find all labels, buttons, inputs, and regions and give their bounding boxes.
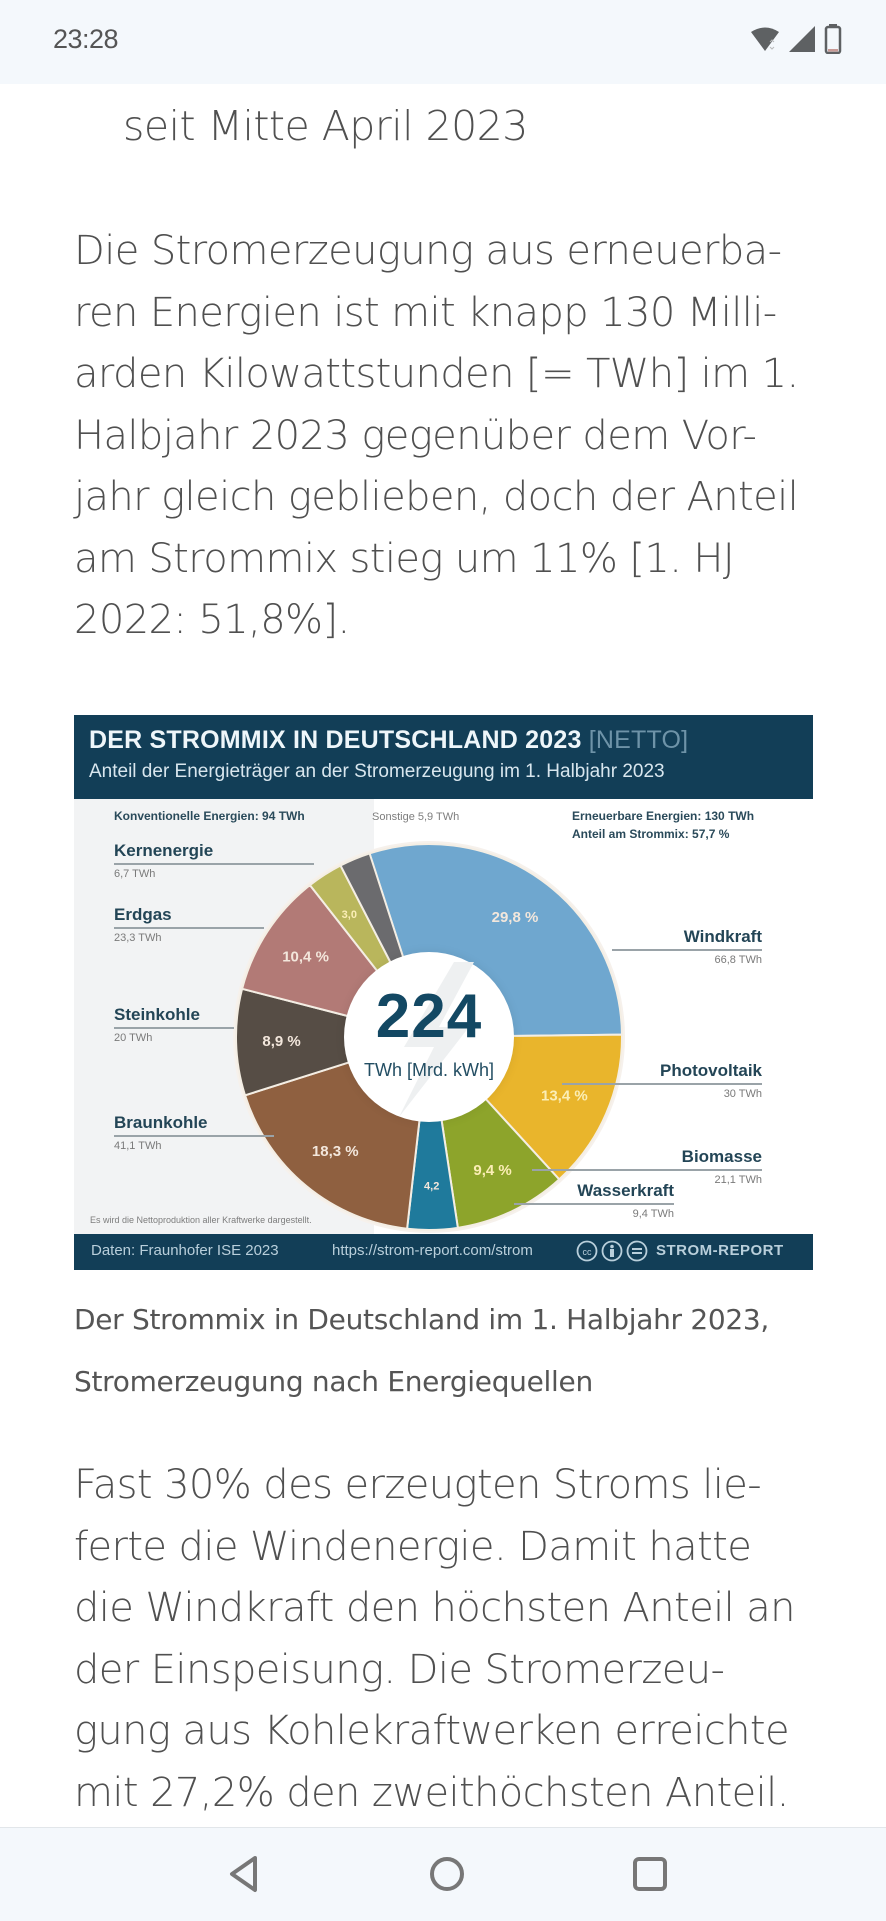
lightning-bolt-icon — [399, 962, 474, 1117]
slice-label-wasserkraft: 4,2 — [424, 1180, 439, 1192]
recents-icon — [633, 1857, 667, 1891]
nd-icon — [626, 1240, 648, 1267]
infographic-title-text: DER STROMMIX IN DEUTSCHLAND 2023 — [89, 726, 582, 754]
paragraph-line: gung aus Kohlekraftwerken erreichte — [74, 1708, 790, 1754]
label-value-windkraft: 66,8 TWh — [714, 954, 763, 966]
slice-label-braunkohle: 18,3 % — [312, 1143, 359, 1160]
leader-line-braunkohle — [114, 1135, 274, 1137]
leader-line-windkraft — [612, 949, 762, 951]
paragraph-line: mit 27,2% den zweithöchsten Anteil. — [74, 1769, 789, 1816]
slice-label-photovoltaik: 13,4 % — [541, 1088, 588, 1105]
paragraph-line: Halbjahr 2023 gegenüber dem Vor- — [74, 412, 757, 459]
donut-center: 224 TWh [Mrd. kWh] — [344, 952, 514, 1122]
strommix-infographic[interactable]: DER STROMMIX IN DEUTSCHLAND 2023 [NETTO]… — [74, 715, 813, 1270]
slice-label-erdgas: 10,4 % — [282, 948, 329, 965]
slice-label-biomasse: 9,4 % — [473, 1162, 511, 1179]
svg-text:cc: cc — [583, 1247, 593, 1257]
renewable-note-1: Erneuerbare Energien: 130 TWh — [572, 809, 755, 823]
caption-line: Stromerzeugung nach Energiequellen — [74, 1365, 593, 1398]
center-total: 224 — [375, 982, 483, 1051]
paragraph-line: jahr gleich geblieben, doch der Anteil — [74, 474, 799, 520]
home-button[interactable] — [423, 1850, 471, 1898]
paragraph-line: 2022: 51,8%]. — [74, 597, 350, 643]
label-biomasse: Biomasse — [681, 1147, 762, 1166]
paragraph-line: arden Kilowattstunden [= TWh] im 1. — [74, 351, 799, 397]
other-note: Sonstige 5,9 TWh — [372, 811, 460, 823]
image-caption: Der Strommix in Deutschland im 1. Halbja… — [74, 1289, 834, 1413]
conventional-note: Konventionelle Energien: 94 TWh — [114, 809, 305, 823]
slice-label-kernenergie: 3,0 — [342, 909, 357, 921]
paragraph-line: der Einspeisung. Die Stromerzeu- — [74, 1646, 725, 1693]
status-time: 23:28 — [53, 24, 119, 54]
paragraph-line: ren Energien ist mit knapp 130 Milli- — [74, 289, 777, 336]
donut-chart: 29,8 % 13,4 % 9,4 % 4,2 18,3 % 8,9 % 10,4 % 3,0 — [233, 841, 625, 1233]
cc-icon: cc — [576, 1240, 598, 1267]
paragraph-line: die Windkraft den höchsten Anteil an — [74, 1585, 796, 1631]
status-icons — [750, 24, 842, 58]
leader-line-wasserkraft — [514, 1203, 674, 1205]
label-wasserkraft: Wasserkraft — [577, 1181, 674, 1200]
label-value-wasserkraft: 9,4 TWh — [632, 1208, 674, 1220]
infographic-footnote: Es wird die Nettoproduktion aller Kraftw… — [90, 1215, 312, 1225]
status-bar: 23:28 — [0, 0, 886, 84]
article-subline: seit Mitte April 2023 — [123, 102, 528, 150]
renewable-note-2: Anteil am Strommix: 57,7 % — [572, 827, 730, 841]
battery-icon — [824, 24, 842, 58]
article-content: seit Mitte April 2023 Die Stromerzeugung… — [0, 84, 886, 1827]
article-paragraph-2: Fast 30% des erzeugten Stroms lie- ferte… — [74, 1455, 824, 1824]
leader-line-photovoltaik — [562, 1083, 762, 1085]
caption-line: Der Strommix in Deutschland im 1. Halbja… — [74, 1303, 769, 1336]
source-url[interactable]: https://strom-report.com/strom — [332, 1242, 533, 1259]
by-icon — [601, 1240, 623, 1267]
leader-line-biomasse — [532, 1169, 762, 1171]
paragraph-line: ferte die Windenergie. Damit hatte — [74, 1523, 752, 1570]
label-value-kernenergie: 6,7 TWh — [114, 868, 156, 880]
label-value-erdgas: 23,3 TWh — [114, 932, 162, 944]
label-value-steinkohle: 20 TWh — [114, 1032, 153, 1044]
infographic-title-suffix: [NETTO] — [588, 726, 689, 754]
infographic-title: DER STROMMIX IN DEUTSCHLAND 2023 [NETTO] — [89, 726, 688, 755]
home-icon — [430, 1857, 464, 1891]
label-braunkohle: Braunkohle — [114, 1113, 208, 1132]
license-icons: cc — [576, 1240, 648, 1267]
label-value-braunkohle: 41,1 TWh — [114, 1140, 162, 1152]
leader-line-kernenergie — [114, 863, 314, 865]
label-windkraft: Windkraft — [683, 927, 762, 946]
source-credit: Daten: Fraunhofer ISE 2023 — [91, 1242, 279, 1259]
leader-line-steinkohle — [114, 1027, 234, 1029]
brand-name: STROM-REPORT — [656, 1242, 784, 1259]
paragraph-line: Fast 30% des erzeugten Stroms lie- — [74, 1462, 762, 1508]
recents-button[interactable] — [626, 1850, 674, 1898]
wifi-icon — [750, 26, 780, 56]
leader-line-erdgas — [114, 927, 264, 929]
infographic-subtitle: Anteil der Energieträger an der Stromerz… — [89, 761, 665, 782]
back-icon — [230, 1856, 257, 1892]
label-erdgas: Erdgas — [114, 905, 172, 924]
label-steinkohle: Steinkohle — [114, 1005, 200, 1024]
label-value-biomasse: 21,1 TWh — [714, 1174, 763, 1186]
cellular-signal-icon — [788, 25, 816, 57]
infographic-footer: Daten: Fraunhofer ISE 2023 https://strom… — [74, 1234, 813, 1270]
infographic-header: DER STROMMIX IN DEUTSCHLAND 2023 [NETTO]… — [74, 715, 813, 799]
center-unit: TWh [Mrd. kWh] — [364, 1060, 494, 1080]
label-value-photovoltaik: 30 TWh — [723, 1088, 762, 1100]
paragraph-line: Die Stromerzeugung aus erneuerba- — [74, 228, 782, 274]
navigation-bar — [0, 1827, 886, 1921]
paragraph-line: am Strommix stieg um 11% [1. HJ — [74, 535, 735, 582]
slice-label-steinkohle: 8,9 % — [262, 1033, 300, 1050]
label-kernenergie: Kernenergie — [114, 841, 214, 860]
back-button[interactable] — [220, 1850, 268, 1898]
label-photovoltaik: Photovoltaik — [659, 1061, 762, 1080]
slice-label-windkraft: 29,8 % — [492, 909, 539, 926]
article-paragraph-1: Die Stromerzeugung aus erneuerba- ren En… — [74, 221, 824, 652]
